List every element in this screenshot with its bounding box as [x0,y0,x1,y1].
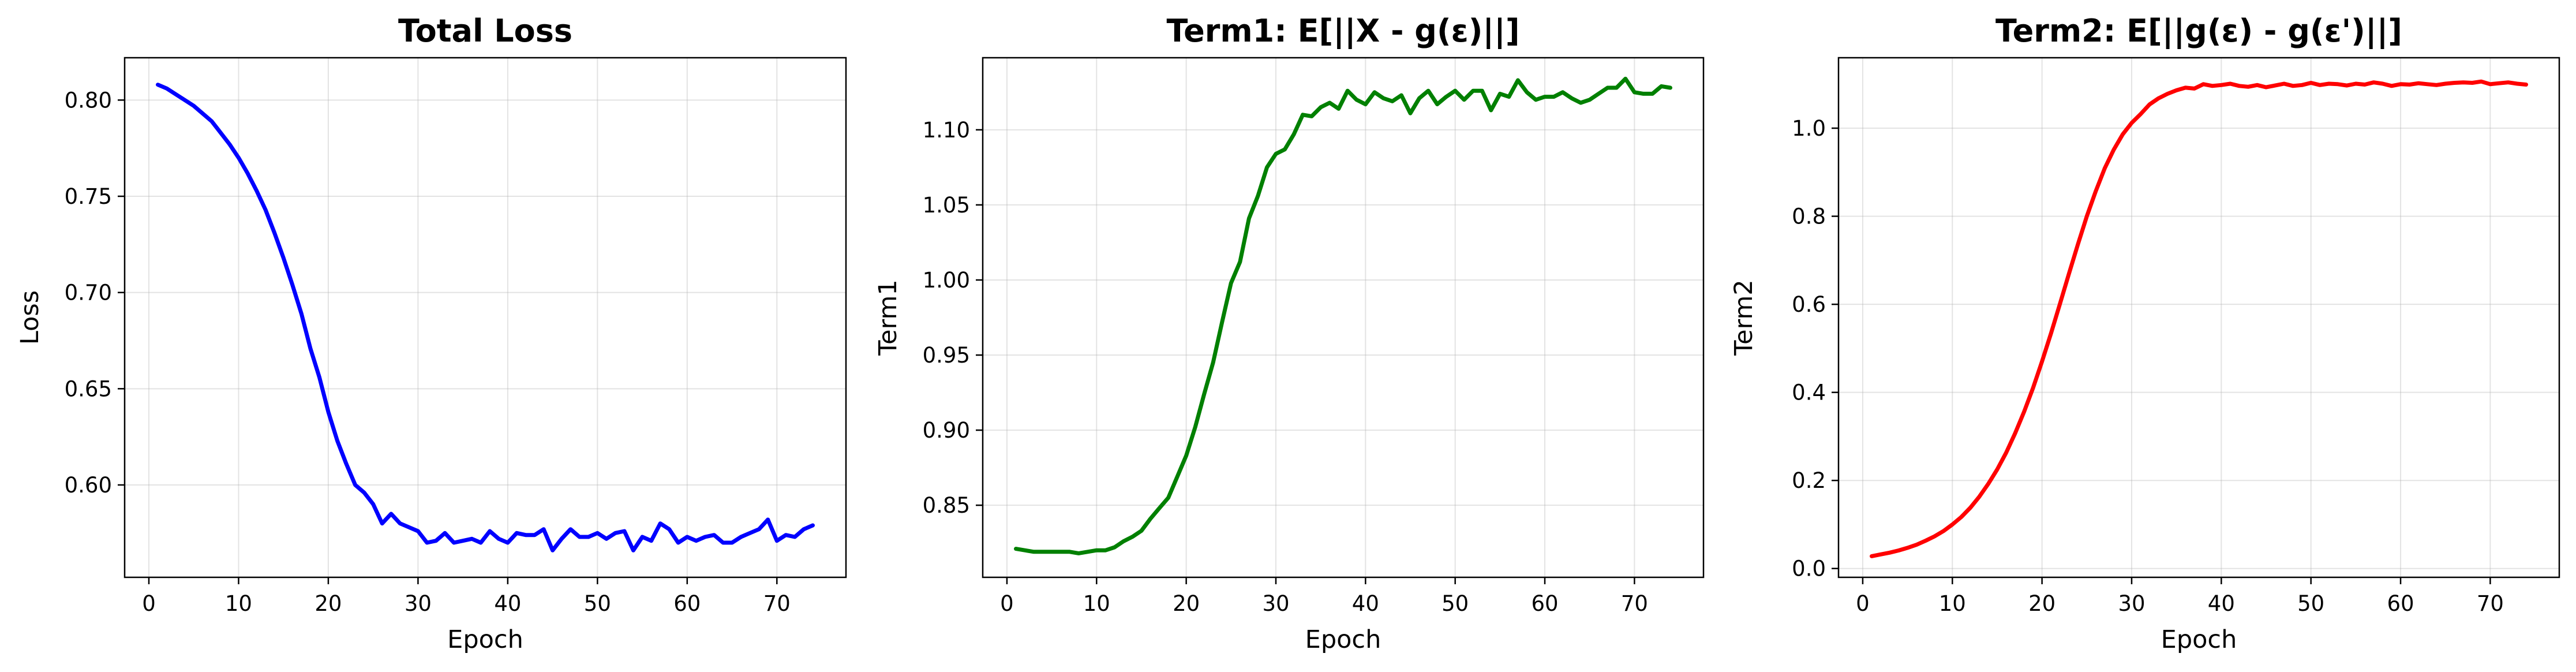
x-tick-label: 0 [142,591,156,616]
y-tick-label: 1.05 [923,193,970,218]
y-tick-label: 1.10 [923,118,970,143]
y-axis-label: Term2 [1729,279,1758,356]
x-tick-label: 10 [1939,591,1966,616]
series-line-2 [1014,76,1672,555]
y-tick-label: 0.90 [923,418,970,443]
chart-title: Term1: E[||X - g(ε)||] [1166,13,1519,49]
chart-title: Term2: E[||g(ε) - g(ε')||] [1995,13,2402,49]
y-tick-label: 1.00 [923,268,970,293]
x-tick-label: 70 [763,591,791,616]
x-tick-label: 10 [225,591,252,616]
x-tick-label: 30 [1262,591,1289,616]
y-tick-label: 0.70 [65,281,112,305]
y-tick-label: 0.75 [65,184,112,209]
x-tick-label: 40 [1352,591,1379,616]
y-tick-label: 0.80 [65,88,112,113]
y-tick-label: 1.0 [1792,116,1826,141]
x-tick-label: 20 [1173,591,1200,616]
series-line-1 [156,83,815,552]
y-axis-label: Term1 [874,279,903,356]
x-tick-label: 60 [1531,591,1558,616]
x-tick-label: 40 [494,591,521,616]
x-tick-label: 60 [673,591,701,616]
x-axis-label: Epoch [1305,625,1381,654]
x-tick-label: 60 [2387,591,2414,616]
x-tick-label: 50 [1441,591,1469,616]
x-tick-label: 10 [1083,591,1110,616]
x-tick-label: 0 [1856,591,1870,616]
y-tick-label: 0.2 [1792,468,1826,493]
chart-panel-1: 0 10 20 30 40 50 60 70 0.60 0.65 0.70 0.75 0.80 Total… [16,13,847,654]
x-tick-label: 0 [1000,591,1014,616]
x-tick-label: 20 [314,591,342,616]
axes-frame [982,57,1705,578]
y-tick-label: 0.8 [1792,204,1826,229]
x-axis-label: Epoch [2161,625,2237,654]
axes-frame [1837,57,2560,578]
x-tick-label: 50 [2297,591,2324,616]
chart-panel-2: 0 10 20 30 40 50 60 70 0.85 0.90 0.95 1.00 1.05 1.10 T… [874,13,1705,654]
y-tick-label: 0.65 [65,376,112,401]
y-tick-label: 0.6 [1792,292,1826,317]
y-tick-label: 0.4 [1792,380,1826,405]
y-axis-label: Loss [16,290,44,345]
x-axis-label: Epoch [447,625,523,654]
chart-title: Total Loss [398,13,572,49]
series-line-3 [1870,79,2528,558]
x-tick-label: 70 [1621,591,1648,616]
x-tick-label: 30 [2118,591,2145,616]
y-tick-label: 0.60 [65,473,112,498]
x-tick-label: 50 [584,591,611,616]
x-tick-label: 70 [2477,591,2504,616]
y-tick-label: 0.0 [1792,557,1826,581]
x-tick-label: 40 [2208,591,2235,616]
chart-panel-3: 0 10 20 30 40 50 60 70 0.0 0.2 0.4 0.6 0.8 1.0 Term2: … [1729,13,2560,654]
x-tick-label: 20 [2028,591,2055,616]
axes-frame [123,57,847,578]
y-tick-label: 0.85 [923,493,970,518]
y-tick-label: 0.95 [923,343,970,368]
x-tick-label: 30 [405,591,432,616]
